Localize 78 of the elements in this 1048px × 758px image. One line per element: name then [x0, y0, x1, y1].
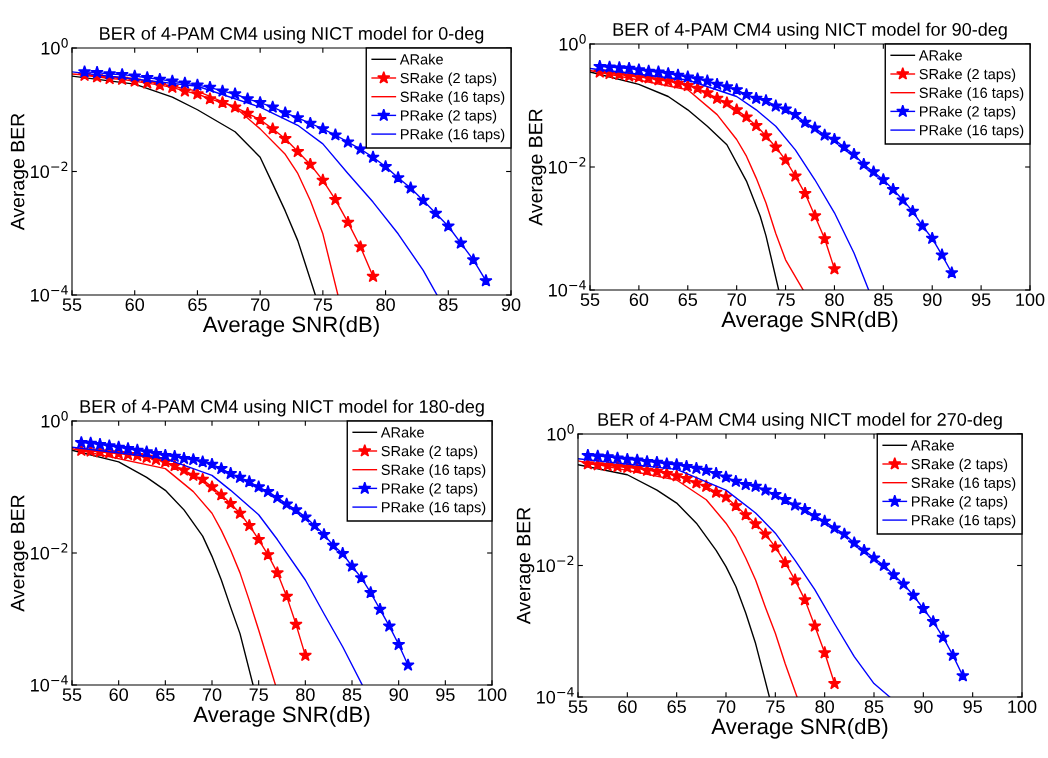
- x-tick-label: 85: [439, 298, 458, 312]
- legend-label: PRake (2 taps): [912, 495, 1008, 510]
- x-tick-label: 65: [667, 700, 686, 714]
- x-tick-label: 70: [727, 293, 746, 307]
- legend-label: SRake (16 taps): [919, 87, 1024, 101]
- x-tick-label: 60: [109, 688, 128, 702]
- x-tick-label: 65: [678, 293, 698, 307]
- x-tick-label: 65: [156, 688, 175, 702]
- x-tick-label: 95: [971, 293, 991, 307]
- legend-label: SRake (2 taps): [381, 445, 478, 460]
- x-tick-label: 100: [478, 688, 507, 702]
- x-tick-label: 60: [618, 700, 637, 714]
- x-tick-label: 90: [501, 298, 521, 312]
- x-tick-label: 60: [629, 293, 649, 307]
- legend-label: SRake (2 taps): [919, 68, 1016, 83]
- legend-label: ARake: [918, 49, 962, 61]
- y-axis-title: Average BER: [10, 113, 29, 231]
- legend-label: PRake (16 taps): [920, 124, 1024, 139]
- legend-label: PRake (16 taps): [401, 128, 505, 143]
- x-axis-title: Average SNR(dB): [721, 311, 898, 332]
- legend-label: SRake (16 taps): [911, 477, 1016, 491]
- legend-label: SRake (2 taps): [400, 72, 497, 87]
- legend-label: PRake (2 taps): [382, 482, 478, 497]
- x-tick-label: 70: [716, 700, 736, 714]
- y-tick-label: 10$^{0}$: [41, 411, 68, 428]
- legend-label: PRake (2 taps): [920, 105, 1016, 120]
- y-tick-label: 10$^{−2}$: [31, 543, 68, 560]
- y-axis-title: Average BER: [528, 109, 547, 226]
- x-tick-label: 75: [249, 688, 268, 702]
- y-tick-label: 10$^{0}$: [559, 34, 586, 51]
- x-tick-label: 80: [376, 298, 395, 312]
- x-axis-title: Average SNR(dB): [711, 718, 888, 739]
- legend-label: PRake (16 taps): [912, 514, 1016, 529]
- y-axis-title: Average BER: [516, 507, 535, 625]
- x-axis-title: Average SNR(dB): [202, 316, 379, 337]
- x-tick-label: 100: [1016, 293, 1045, 307]
- x-tick-label: 55: [62, 688, 82, 702]
- x-tick-label: 70: [251, 298, 270, 312]
- legend-label: SRake (2 taps): [911, 458, 1008, 473]
- x-tick-label: 80: [296, 688, 315, 702]
- y-tick-label: 10$^{0}$: [41, 38, 68, 55]
- x-tick-label: 95: [436, 688, 455, 702]
- x-tick-label: 100: [1008, 700, 1037, 714]
- legend-label: ARake: [910, 439, 954, 451]
- x-tick-label: 75: [766, 700, 785, 714]
- x-tick-label: 80: [825, 293, 844, 307]
- legend-label: SRake (16 taps): [381, 464, 486, 478]
- x-tick-label: 55: [62, 298, 82, 312]
- x-tick-label: 80: [815, 700, 834, 714]
- x-tick-label: 55: [568, 700, 588, 714]
- x-tick-label: 90: [923, 293, 942, 307]
- y-tick-label: 10$^{−2}$: [537, 555, 574, 573]
- y-axis-title: Average BER: [10, 495, 29, 612]
- y-tick-label: 10$^{0}$: [547, 424, 574, 441]
- x-tick-label: 85: [864, 700, 884, 714]
- x-tick-label: 65: [188, 298, 207, 312]
- x-tick-label: 85: [874, 293, 893, 307]
- x-tick-label: 90: [389, 688, 408, 702]
- x-tick-label: 85: [342, 688, 362, 702]
- x-tick-label: 95: [963, 700, 982, 714]
- legend-label: ARake: [380, 426, 424, 438]
- x-axis-title: Average SNR(dB): [193, 706, 370, 727]
- x-tick-label: 75: [776, 293, 795, 307]
- x-tick-label: 60: [125, 298, 145, 312]
- chart-title: BER of 4-PAM CM4 using NICT model for 0-deg: [100, 26, 484, 44]
- x-tick-label: 55: [580, 293, 600, 307]
- legend-label: SRake (16 taps): [400, 91, 505, 105]
- chart-title: BER of 4-PAM CM4 using NICT model for 270-deg: [598, 412, 1002, 430]
- legend-label: PRake (16 taps): [382, 501, 486, 516]
- chart-title: BER of 4-PAM CM4 using NICT model for 90-deg: [613, 22, 1007, 40]
- y-tick-label: 10$^{−2}$: [31, 161, 68, 179]
- y-tick-label: 10$^{−2}$: [549, 157, 586, 174]
- x-tick-label: 75: [313, 298, 333, 312]
- legend-label: ARake: [399, 53, 443, 65]
- legend-label: PRake (2 taps): [401, 109, 497, 124]
- x-tick-label: 90: [914, 700, 933, 714]
- x-tick-label: 70: [202, 688, 222, 702]
- chart-title: BER of 4-PAM CM4 using NICT model for 180-deg: [80, 399, 484, 417]
